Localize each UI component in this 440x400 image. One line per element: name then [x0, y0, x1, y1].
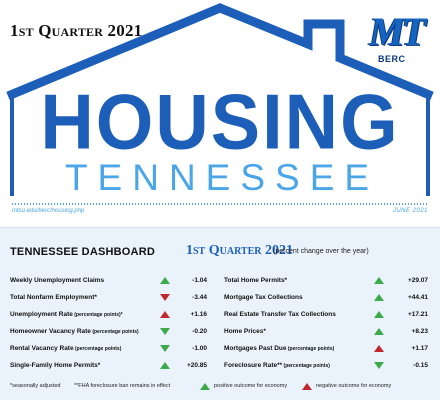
up-arrow-icon	[374, 277, 384, 284]
indicator-value: -0.15	[413, 362, 428, 369]
report-url[interactable]: mtsu.edu/berc/housing.php	[12, 208, 85, 214]
up-arrow-icon	[374, 345, 384, 352]
dashboard-row: Unemployment Rate (percentage points)* +1…	[10, 307, 207, 323]
dashboard-row: Real Estate Transfer Tax Collections +17.…	[224, 307, 428, 323]
dashboard-title: TENNESSEE DASHBOARD	[10, 246, 155, 258]
up-arrow-icon	[160, 362, 170, 369]
indicator-label: Mortgages Past Due (percentage points)	[224, 345, 334, 352]
positive-outcome-arrow-icon	[200, 383, 210, 390]
indicator-label: Unemployment Rate (percentage points)*	[10, 311, 123, 318]
up-arrow-icon	[160, 277, 170, 284]
indicator-name: Unemployment Rate	[10, 311, 73, 318]
up-arrow-icon	[374, 328, 384, 335]
dashboard-row: Homeowner Vacancy Rate (percentage point…	[10, 324, 207, 340]
dashboard-footer: *seasonally adjusted **FHA foreclosure b…	[10, 381, 430, 393]
dashboard-row: Single-Family Home Permits* +20.85	[10, 358, 207, 374]
negative-outcome-arrow-icon	[302, 383, 312, 390]
up-arrow-icon	[374, 294, 384, 301]
indicator-name: Total Nonfarm Employment*	[10, 294, 97, 301]
indicator-name: Real Estate Transfer Tax Collections	[224, 311, 336, 318]
indicator-name: Single-Family Home Permits*	[10, 362, 101, 369]
down-arrow-icon	[160, 345, 170, 352]
dashboard-row: Mortgage Tax Collections +44.41	[224, 290, 428, 306]
indicator-name: Rental Vacancy Rate	[10, 345, 74, 352]
indicator-name: Home Prices*	[224, 328, 266, 335]
seasonal-note: *seasonally adjusted	[10, 383, 61, 389]
main-title: HOUSING	[40, 77, 400, 166]
positive-legend-label: positive outcome for economy	[214, 383, 288, 389]
logo-berc-text: BERC	[378, 54, 406, 64]
indicator-value: +44.41	[407, 294, 428, 301]
indicator-name: Mortgages Past Due	[224, 345, 287, 352]
indicator-label: Real Estate Transfer Tax Collections	[224, 311, 336, 318]
indicator-qualifier: (percentage points)	[73, 346, 122, 352]
fha-note: **FHA foreclosure ban remains in effect	[74, 383, 171, 389]
dashboard-row: Total Nonfarm Employment* -3.44	[10, 290, 207, 306]
dashboard-row: Total Home Permits* +29.07	[224, 273, 428, 289]
up-arrow-icon	[374, 311, 384, 318]
negative-legend-label: negative outcome for economy	[316, 383, 392, 389]
indicator-value: -3.44	[192, 294, 207, 301]
down-arrow-icon	[374, 362, 384, 369]
down-arrow-icon	[160, 328, 170, 335]
dashboard-row: Mortgages Past Due (percentage points) +1…	[224, 341, 428, 357]
indicator-name: Total Home Permits*	[224, 277, 288, 284]
indicator-label: Foreclosure Rate** (percentage points)	[224, 362, 330, 369]
up-arrow-icon	[160, 311, 170, 318]
dashboard-note: (percent change over the year)	[273, 248, 369, 255]
indicator-value: -1.00	[192, 345, 207, 352]
indicator-label: Homeowner Vacancy Rate (percentage point…	[10, 328, 139, 335]
indicator-label: Home Prices*	[224, 328, 266, 335]
indicator-label: Single-Family Home Permits*	[10, 362, 100, 369]
indicator-name: Foreclosure Rate**	[224, 362, 283, 369]
indicator-value: +1.17	[411, 345, 428, 352]
indicator-value: -1.04	[192, 277, 207, 284]
indicator-value: +17.21	[407, 311, 428, 318]
indicator-name: Homeowner Vacancy Rate	[10, 328, 91, 335]
report-date: JUNE 2021	[392, 208, 428, 214]
indicator-label: Total Home Permits*	[224, 277, 287, 284]
down-arrow-icon	[160, 294, 170, 301]
house-outline-graphic	[6, 3, 434, 205]
dashboard-row: Foreclosure Rate** (percentage points) -0…	[224, 358, 428, 374]
indicator-name: Weekly Unemployment Claims	[10, 277, 105, 284]
indicator-value: -0.20	[192, 328, 207, 335]
dashboard-row: Weekly Unemployment Claims -1.04	[10, 273, 207, 289]
logo-mt-mark: MT	[369, 9, 426, 54]
indicator-label: Rental Vacancy Rate (percentage points)	[10, 345, 121, 352]
indicator-label: Weekly Unemployment Claims	[10, 277, 104, 284]
indicator-qualifier: (percentage points)	[286, 346, 335, 352]
dashboard-row: Home Prices* +8.23	[224, 324, 428, 340]
report-quarter: 1st Quarter 2021	[10, 21, 143, 40]
indicator-value: +1.16	[190, 311, 207, 318]
indicator-value: +20.85	[186, 362, 207, 369]
roof-outline	[6, 3, 434, 101]
mtsu-berc-logo: MT BERC	[360, 10, 432, 66]
indicator-label: Mortgage Tax Collections	[224, 294, 303, 301]
indicator-value: +29.07	[407, 277, 428, 284]
indicator-qualifier: (percentage points)	[282, 363, 330, 369]
dashboard-row: Rental Vacancy Rate (percentage points) -…	[10, 341, 207, 357]
dashboard-quarter: 1st Quarter 2021	[186, 243, 293, 258]
indicator-name: Mortgage Tax Collections	[224, 294, 303, 301]
indicator-qualifier: (percentage points)	[90, 329, 139, 335]
subtitle: TENNESSEE	[64, 157, 380, 198]
dashboard-panel: TENNESSEE DASHBOARD 1st Quarter 2021 (pe…	[0, 227, 440, 400]
indicator-qualifier: (percentage points)*	[72, 312, 123, 318]
indicator-label: Total Nonfarm Employment*	[10, 294, 97, 301]
indicator-value: +8.23	[411, 328, 428, 335]
